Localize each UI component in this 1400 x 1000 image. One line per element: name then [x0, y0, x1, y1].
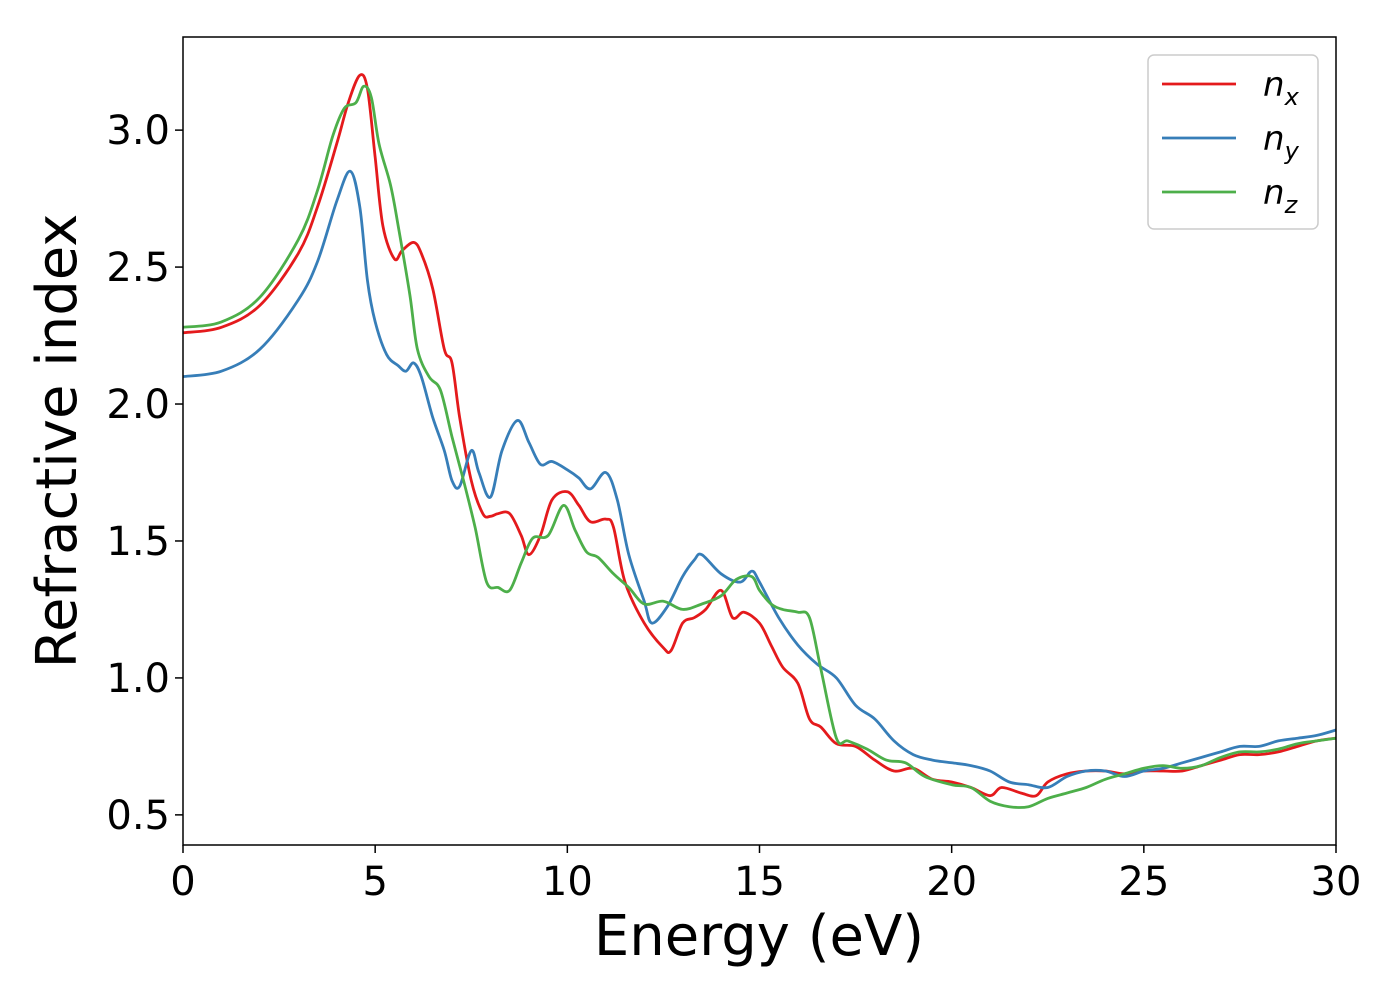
x-tick-label: 25	[1118, 859, 1169, 905]
y-tick-label: 3.0	[106, 108, 170, 154]
x-tick-label: 15	[734, 859, 785, 905]
series-line-ny	[183, 169, 1336, 790]
y-tick-label: 2.5	[106, 245, 170, 291]
legend-label-nz: nz	[1263, 173, 1299, 219]
y-tick-label: 0.5	[106, 793, 170, 839]
series-layer	[183, 73, 1336, 809]
x-axis-title: Energy (eV)	[594, 904, 924, 969]
x-tick-label: 0	[170, 859, 195, 905]
legend-label-ny: ny	[1263, 119, 1300, 165]
x-tick-label: 5	[362, 859, 387, 905]
legend-box	[1147, 54, 1319, 230]
y-tick-label: 1.5	[106, 519, 170, 565]
x-tick-label: 10	[542, 859, 593, 905]
y-axis-ticks: 0.5 1.0 1.5 2.0 2.5 3.0	[106, 108, 183, 839]
series-line-nz	[183, 84, 1336, 809]
legend: nx ny nz	[1147, 54, 1319, 230]
x-tick-label: 20	[926, 859, 977, 905]
x-axis-ticks: 0 5 10 15 20 25 30	[170, 845, 1361, 905]
y-tick-label: 2.0	[106, 382, 170, 428]
y-axis-title: Refractive index	[25, 214, 90, 669]
x-tick-label: 30	[1311, 859, 1362, 905]
y-tick-label: 1.0	[106, 656, 170, 702]
legend-label-nx: nx	[1263, 65, 1300, 111]
